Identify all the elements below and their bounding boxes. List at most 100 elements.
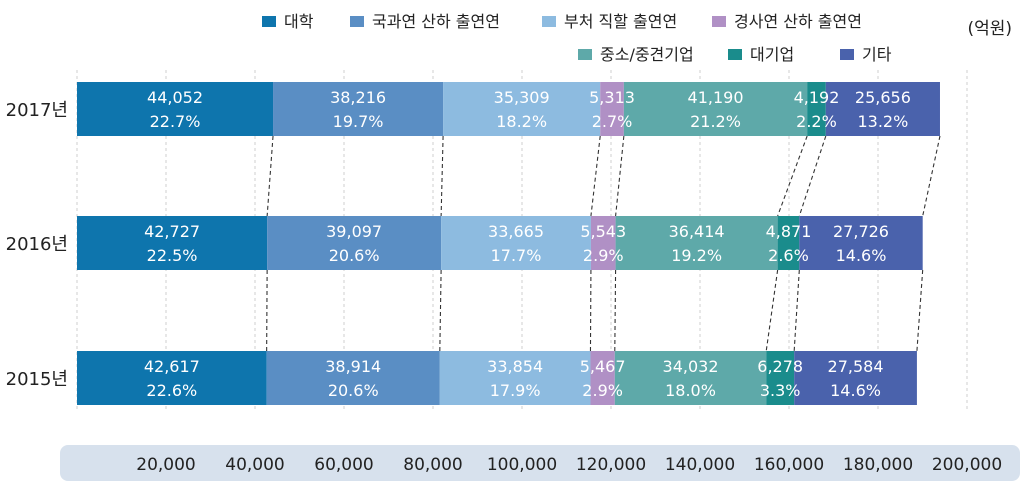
bar-segment <box>614 351 767 405</box>
data-label-value: 5,467 <box>580 357 626 376</box>
connector-line <box>266 135 274 217</box>
connector-line <box>615 135 625 217</box>
legend-swatch <box>542 16 556 27</box>
connector-line <box>777 135 808 217</box>
data-label-percent: 19.2% <box>671 246 722 265</box>
bar-segment <box>441 216 591 270</box>
x-tick-label: 20,000 <box>136 455 195 475</box>
connector-line <box>765 269 779 352</box>
legend-label: 중소/중견기업 <box>600 45 694 64</box>
data-label-percent: 22.6% <box>146 381 197 400</box>
data-label-value: 25,656 <box>855 88 911 107</box>
data-label-value: 34,032 <box>663 357 719 376</box>
data-label-value: 42,727 <box>144 222 200 241</box>
data-label-percent: 18.0% <box>665 381 716 400</box>
bar-segment <box>794 351 917 405</box>
data-label-percent: 21.2% <box>690 112 741 131</box>
data-label-percent: 2.2% <box>796 112 837 131</box>
legend-swatch <box>728 49 742 60</box>
data-label-percent: 3.3% <box>760 381 801 400</box>
data-label-percent: 20.6% <box>328 381 379 400</box>
data-labels: 44,052 22.7% 38,216 19.7% 35,309 18.2% 5,313 2.… <box>144 88 911 400</box>
bar-segment <box>273 82 444 136</box>
legend-label: 기타 <box>862 45 892 64</box>
bar-segment <box>590 216 616 270</box>
data-label-percent: 14.6% <box>836 246 887 265</box>
unit-label: (억원) <box>967 19 1012 39</box>
connector-line <box>439 269 442 352</box>
connector-line <box>590 135 601 217</box>
legend-swatch <box>578 49 592 60</box>
connector-line <box>614 269 617 352</box>
data-label-value: 27,584 <box>828 357 884 376</box>
data-label-value: 4,192 <box>794 88 840 107</box>
data-label-value: 6,278 <box>757 357 803 376</box>
data-label-value: 33,854 <box>487 357 543 376</box>
data-label-percent: 2.9% <box>582 381 623 400</box>
bar-segment <box>615 216 778 270</box>
data-label-percent: 20.6% <box>329 246 380 265</box>
legend-swatch <box>712 16 726 27</box>
bar-segment <box>799 216 923 270</box>
data-label-value: 5,543 <box>580 222 626 241</box>
x-tick-label: 200,000 <box>932 455 1002 475</box>
bar-segment <box>77 351 267 405</box>
data-label-percent: 2.9% <box>583 246 624 265</box>
bar-segment <box>77 82 274 136</box>
bar-segment <box>777 216 800 270</box>
x-tick-label: 160,000 <box>754 455 824 475</box>
x-tick-label: 120,000 <box>576 455 646 475</box>
category-label: 2015년 <box>6 369 68 390</box>
connector-lines <box>266 135 941 352</box>
data-label-value: 38,914 <box>325 357 381 376</box>
bar-segment <box>266 351 440 405</box>
x-axis-band <box>60 445 1020 481</box>
bar-segment <box>807 82 826 136</box>
data-label-percent: 22.7% <box>150 112 201 131</box>
connector-line <box>793 269 800 352</box>
data-label-value: 41,190 <box>688 88 744 107</box>
legend-label: 부처 직할 출연연 <box>564 12 677 31</box>
category-label: 2016년 <box>6 234 68 255</box>
bar-segment <box>600 82 624 136</box>
category-label: 2017년 <box>6 100 68 121</box>
legend-swatch <box>840 49 854 60</box>
legend-label: 국과연 산하 출연연 <box>372 12 500 31</box>
data-label-percent: 18.2% <box>496 112 547 131</box>
data-label-percent: 17.9% <box>490 381 541 400</box>
data-label-value: 38,216 <box>330 88 386 107</box>
data-label-value: 4,871 <box>766 222 812 241</box>
x-tick-label: 40,000 <box>225 455 284 475</box>
data-label-value: 39,097 <box>326 222 382 241</box>
connector-line <box>798 135 827 217</box>
connector-line <box>922 135 941 217</box>
legend-label: 대기업 <box>750 45 794 64</box>
connector-line <box>440 135 444 217</box>
legend-label: 경사연 산하 출연연 <box>734 12 862 31</box>
bar-segment <box>825 82 940 136</box>
data-label-percent: 17.7% <box>491 246 542 265</box>
bar-segment <box>590 351 615 405</box>
x-axis-band-bg <box>60 445 1020 481</box>
x-tick-label: 60,000 <box>314 455 373 475</box>
data-label-percent: 2.7% <box>592 112 633 131</box>
bars <box>77 82 940 405</box>
data-label-value: 33,665 <box>488 222 544 241</box>
data-label-value: 36,414 <box>669 222 725 241</box>
x-tick-label: 80,000 <box>403 455 462 475</box>
category-labels: 2017년 2016년 2015년 <box>6 100 68 390</box>
data-label-value: 27,726 <box>833 222 889 241</box>
data-label-percent: 13.2% <box>857 112 908 131</box>
legend-swatch <box>262 16 276 27</box>
data-label-value: 5,313 <box>589 88 635 107</box>
data-label-percent: 22.5% <box>147 246 198 265</box>
x-tick-label: 180,000 <box>843 455 913 475</box>
bar-segment <box>439 351 591 405</box>
data-label-percent: 2.6% <box>768 246 809 265</box>
bar-segment <box>766 351 795 405</box>
x-tick-labels: 20,000 40,000 60,000 80,000 100,000 120,000 14… <box>136 455 1002 475</box>
data-label-value: 35,309 <box>494 88 550 107</box>
legend-swatch <box>350 16 364 27</box>
